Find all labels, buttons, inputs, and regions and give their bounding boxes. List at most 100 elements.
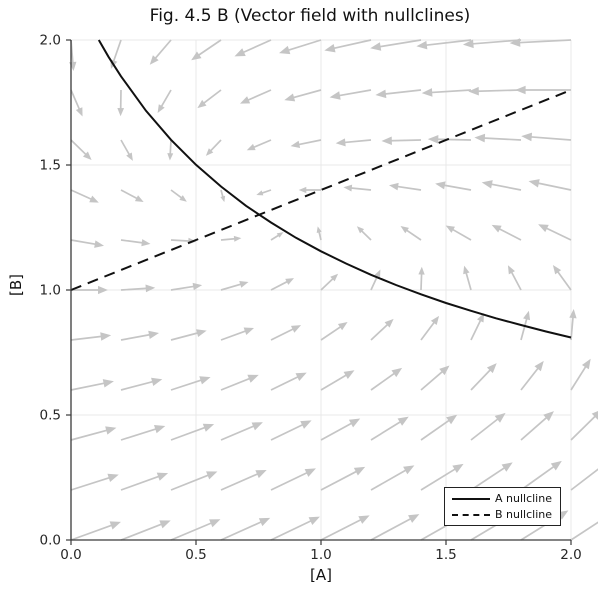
vector-arrow-shaft — [383, 89, 422, 95]
vector-arrow-shaft — [70, 189, 93, 201]
vector-arrow-shaft — [209, 139, 222, 153]
vector-arrow-head — [389, 182, 399, 191]
vector-arrow-shaft — [360, 229, 372, 241]
vector-arrow-shaft — [497, 227, 522, 241]
vector-arrow-shaft — [520, 416, 549, 441]
vector-arrow-head — [381, 136, 392, 145]
vector-arrow-head — [550, 460, 562, 471]
vector-arrow-head — [435, 181, 446, 190]
vector-arrow-head — [439, 365, 450, 376]
vector-arrow-head — [145, 284, 156, 293]
vector-arrow-head — [353, 466, 366, 476]
vector-arrow-shaft — [220, 424, 256, 441]
vector-arrow-head — [100, 332, 112, 341]
vector-arrow-head — [491, 224, 502, 233]
vector-arrow-head — [486, 363, 497, 374]
vector-arrow-head — [246, 143, 256, 151]
vector-arrow-head — [477, 313, 485, 323]
vector-arrow-head — [206, 471, 218, 480]
vector-arrow-head — [324, 43, 336, 53]
vector-arrow-head — [418, 266, 425, 275]
vector-arrow-shaft — [343, 139, 372, 144]
vector-arrow-head — [408, 514, 420, 523]
vector-arrow-head — [446, 414, 458, 425]
vector-arrow-shaft — [320, 277, 335, 291]
vector-arrow-head — [156, 472, 169, 481]
vector-arrow-shaft — [220, 282, 243, 291]
vector-arrow-head — [220, 195, 226, 203]
vector-arrow-head — [191, 51, 202, 61]
vector-arrow-head — [239, 280, 249, 288]
vector-arrow-shaft — [120, 522, 164, 541]
vector-arrow-shaft — [378, 39, 422, 48]
vector-arrow-shaft — [420, 467, 457, 491]
vector-arrow-shaft — [270, 327, 295, 341]
vector-arrow-shaft — [464, 271, 472, 291]
vector-arrow-head — [430, 315, 440, 326]
vector-arrow-shaft — [529, 135, 572, 141]
vector-arrow-shaft — [270, 519, 313, 541]
vector-arrow-shaft — [476, 89, 522, 93]
vector-arrow-head — [335, 138, 346, 147]
vector-arrow-shaft — [420, 320, 436, 341]
vector-arrow-shaft — [70, 139, 88, 157]
vector-arrow-shaft — [320, 518, 363, 541]
vector-arrow-shaft — [482, 137, 522, 141]
vector-arrow-head — [192, 282, 203, 291]
vector-arrow-shaft — [112, 39, 122, 63]
vector-arrow-head — [148, 330, 160, 339]
vector-arrow-shaft — [270, 471, 309, 491]
vector-arrow-shaft — [570, 414, 597, 441]
vector-arrow-head — [358, 515, 370, 524]
vector-arrow-shaft — [570, 521, 598, 541]
vector-arrow-head — [427, 135, 439, 144]
legend: A nullcline B nullcline — [444, 487, 561, 526]
vector-arrow-head — [543, 411, 554, 422]
y-tick-label: 2.0 — [40, 33, 61, 49]
vector-arrow-head — [463, 265, 470, 275]
vector-arrow-head — [397, 416, 409, 426]
vector-arrow-head — [276, 232, 284, 238]
x-tick-label: 1.0 — [310, 547, 331, 563]
vector-arrow-shaft — [120, 333, 152, 341]
vector-arrow-head — [416, 40, 428, 50]
vector-arrow-shaft — [220, 237, 237, 241]
vector-arrow-shaft — [570, 365, 588, 391]
x-tick-label: 0.0 — [60, 547, 81, 563]
vector-arrow-head — [179, 195, 187, 202]
vector-arrow-head — [82, 151, 92, 161]
vector-arrow-head — [69, 61, 77, 71]
vector-arrow-shaft — [202, 89, 222, 105]
vector-arrow-head — [89, 195, 99, 203]
vector-arrow-shaft — [70, 89, 81, 111]
vector-arrow-head — [167, 153, 174, 161]
vector-arrow-shaft — [246, 89, 272, 102]
vector-arrow-shaft — [442, 184, 472, 191]
vector-arrow-shaft — [430, 89, 472, 94]
vector-arrow-head — [197, 99, 207, 109]
vector-arrow-shaft — [270, 280, 289, 291]
vector-arrow-shaft — [389, 139, 422, 142]
vector-arrow-head — [375, 89, 387, 99]
vector-arrow-head — [159, 520, 171, 529]
vector-arrow-head — [258, 517, 271, 527]
vector-arrow-shaft — [270, 423, 305, 441]
vector-arrow-head — [154, 425, 166, 434]
a-nullcline-curve — [97, 39, 572, 339]
vector-arrow-shaft — [395, 185, 422, 191]
solid-line-sample — [452, 497, 490, 500]
vector-arrow-shaft — [320, 421, 354, 441]
vector-arrow-shaft — [349, 187, 372, 191]
vector-arrow-shaft — [170, 521, 213, 541]
vector-arrow-head — [151, 377, 163, 387]
vector-arrow-shaft — [170, 285, 196, 291]
vector-arrow-head — [298, 186, 307, 194]
vector-arrow-shaft — [160, 89, 172, 109]
chart-title: Fig. 4.5 B (Vector field with nullclines… — [149, 6, 471, 26]
vector-arrow-shaft — [470, 318, 482, 341]
vector-arrow-shaft — [370, 468, 408, 491]
vector-arrow-head — [279, 45, 291, 55]
vector-arrow-shaft — [170, 239, 191, 242]
vector-arrow-shaft — [120, 189, 139, 200]
